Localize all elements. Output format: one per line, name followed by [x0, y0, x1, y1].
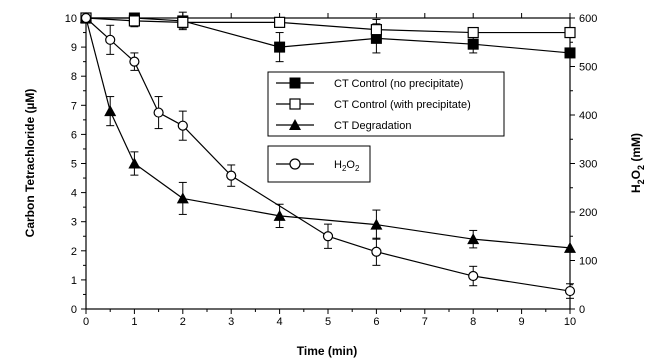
- data-point-ctrl-precip: [128, 15, 140, 27]
- y-tick-label: 9: [71, 42, 77, 54]
- data-point-degradation: [128, 157, 141, 169]
- data-point-degradation: [176, 192, 189, 204]
- y-tick-label: 2: [71, 246, 77, 258]
- series-h2o2: [80, 12, 576, 299]
- data-point-h2o2: [371, 246, 382, 257]
- legend-label-h2o2-sub1: 2: [342, 164, 347, 173]
- y-tick-label: 3: [71, 217, 77, 229]
- data-point-ctrl-precip: [177, 16, 189, 28]
- series-line-degradation: [85, 17, 571, 249]
- data-point-h2o2: [226, 170, 237, 181]
- x-tick-label: 3: [228, 316, 234, 328]
- data-point-degradation: [370, 218, 383, 230]
- legend-marker-h2o2: [289, 158, 301, 170]
- y2-axis-title-unit: (mM): [629, 133, 643, 165]
- y-tick-label: 10: [65, 13, 77, 25]
- y-axis-title: Carbon Tetrachloride (µM): [23, 89, 37, 238]
- y2-tick-label: 200: [579, 207, 597, 219]
- legend-marker-degradation: [289, 119, 301, 130]
- x-tick-label: 6: [373, 316, 379, 328]
- legend-marker-ctrl-noprecip: [289, 77, 301, 89]
- data-point-ctrl-noprecip: [467, 38, 479, 50]
- legend-label-degradation: CT Degradation: [334, 120, 411, 132]
- data-point-ctrl-noprecip: [564, 47, 576, 59]
- data-point-h2o2: [80, 12, 92, 24]
- x-tick-label: 7: [422, 316, 428, 328]
- x-axis-title: Time (min): [297, 344, 357, 358]
- data-point-ctrl-precip: [467, 26, 479, 39]
- y-tick-label: 1: [71, 275, 77, 287]
- data-point-h2o2: [105, 34, 116, 45]
- series-ctrl-noprecip: [80, 11, 576, 63]
- data-point-h2o2: [129, 56, 140, 67]
- series-layer: [80, 11, 576, 299]
- y2-tick-label: 600: [579, 13, 597, 25]
- y2-tick-label: 500: [579, 62, 597, 74]
- y2-tick-label: 300: [579, 159, 597, 171]
- x-tick-label: 9: [519, 316, 525, 328]
- series-line-h2o2: [85, 17, 571, 292]
- legend-label-ctrl-noprecip: CT Control (no precipitate): [334, 78, 463, 90]
- y2-axis-title-o: O: [629, 170, 643, 179]
- x-tick-label: 4: [277, 316, 283, 328]
- data-point-ctrl-precip: [370, 24, 382, 36]
- x-tick-label: 0: [83, 316, 89, 328]
- x-tick-label: 8: [470, 316, 476, 328]
- data-point-h2o2: [153, 107, 164, 118]
- data-point-h2o2: [322, 231, 334, 242]
- y2-tick-label: 0: [579, 304, 585, 316]
- legend-label-h2o2-o: O: [346, 159, 355, 171]
- legend-label-h2o2-h: H: [334, 159, 342, 171]
- data-point-h2o2: [564, 285, 576, 297]
- y2-tick-label: 400: [579, 110, 597, 122]
- y-tick-label: 7: [71, 100, 77, 112]
- data-point-h2o2: [177, 120, 188, 131]
- x-tick-label: 5: [325, 316, 331, 328]
- y-tick-label: 8: [71, 71, 77, 83]
- y2-axis-ticks: 0 100 200 300 400 500 600: [570, 13, 597, 316]
- data-point-ctrl-noprecip: [274, 41, 286, 53]
- legend-main: CT Control (no precipitate) CT Control (…: [267, 71, 505, 137]
- y2-tick-label: 100: [579, 256, 597, 268]
- data-point-degradation: [467, 233, 480, 245]
- data-point-degradation: [564, 241, 576, 253]
- data-point-ctrl-precip: [564, 26, 576, 39]
- y-tick-label: 0: [71, 304, 77, 316]
- legend-label-h2o2-sub2: 2: [355, 164, 360, 173]
- x-tick-label: 10: [564, 316, 576, 328]
- data-point-ctrl-precip: [274, 16, 286, 28]
- data-point-degradation: [273, 209, 286, 221]
- legend-label-h2o2: H2O2: [334, 159, 360, 173]
- data-point-h2o2: [468, 270, 479, 282]
- y2-axis-title-sub2: 2: [636, 165, 646, 170]
- legend-h2o2: H2O2: [267, 145, 371, 183]
- y-tick-label: 4: [71, 188, 77, 200]
- data-point-degradation: [104, 105, 117, 117]
- series-line-ctrl-noprecip: [86, 17, 571, 54]
- series-ctrl-precip: [80, 12, 576, 41]
- series-line-ctrl-precip: [85, 17, 570, 34]
- y2-axis-title-h: H: [629, 184, 643, 193]
- legend-label-ctrl-precip: CT Control (with precipitate): [334, 99, 471, 111]
- legend-marker-ctrl-precip: [289, 98, 301, 110]
- y2-axis-title-sub1: 2: [636, 179, 646, 184]
- x-tick-label: 2: [180, 316, 186, 328]
- x-axis-ticks: 0 1 2 3 4 5 6 7 8 9 10: [83, 13, 576, 328]
- y-axis-ticks: 0 1 2 3 4 5 6 7 8 9 10: [65, 13, 86, 316]
- y-tick-label: 5: [71, 159, 77, 171]
- y2-axis-title: H2O2 (mM): [629, 133, 646, 193]
- x-tick-label: 1: [131, 316, 137, 328]
- y-tick-label: 6: [71, 129, 77, 141]
